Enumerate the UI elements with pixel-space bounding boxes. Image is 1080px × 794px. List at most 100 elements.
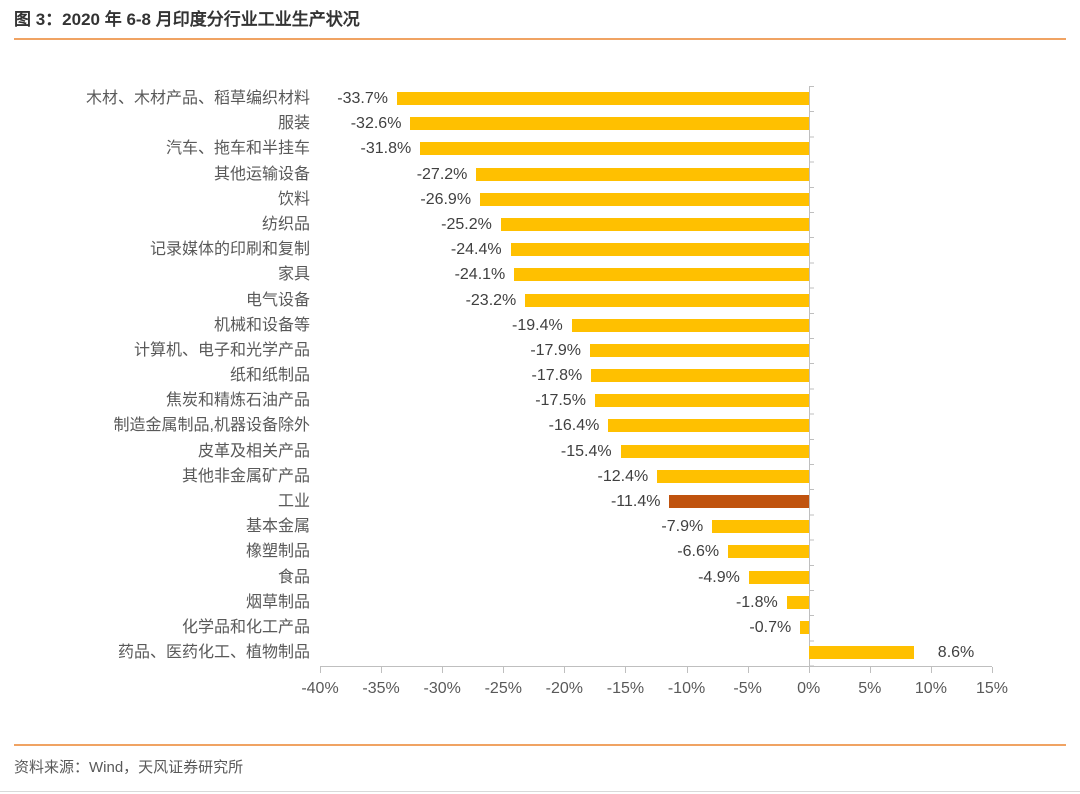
x-axis-tick-label: -20%	[545, 679, 584, 697]
value-label: -1.8%	[735, 593, 778, 611]
x-axis-tick-label: 0%	[797, 679, 821, 697]
figure-title: 图 3：2020 年 6-8 月印度分行业工业生产状况	[14, 10, 360, 29]
value-label: -16.4%	[548, 417, 600, 435]
category-label: 药品、医药化工、植物制品	[117, 644, 310, 662]
bar	[571, 318, 809, 332]
x-axis-tick-label: -40%	[301, 679, 339, 697]
x-axis-tick	[930, 666, 932, 673]
value-label: -27.2%	[416, 165, 468, 183]
category-label: 工业	[277, 493, 310, 510]
chart-row: -23.2%	[320, 288, 992, 313]
bar	[808, 646, 914, 660]
bar	[396, 92, 809, 105]
category-label: 木材、木材产品、稻草编织材料	[85, 90, 310, 107]
bottom-border	[0, 791, 1080, 792]
labels-column: 木材、木材产品、稻草编织材料 服装 汽车、拖车和半挂车 其他运输设备 饮料 纺织品 记录媒体…	[14, 86, 320, 702]
category-label: 机械和设备等	[213, 316, 310, 334]
category-label: 计算机、电子和光学产品	[133, 341, 310, 359]
plot-area: -33.7% -32.6% -31.8% -27.2% -26.9% -25.2% -24.…	[320, 86, 992, 666]
source-text: 资料来源：Wind，天风证券研究所	[14, 758, 244, 776]
chart-row: -7.9%	[320, 514, 992, 539]
chart-row: -6.6%	[320, 539, 992, 564]
category-label: 烟草制品	[245, 593, 310, 611]
category-label: 食品	[277, 568, 310, 586]
value-label: -7.9%	[661, 518, 704, 536]
value-label: -11.4%	[610, 493, 661, 510]
category-label: 橡塑制品	[245, 543, 310, 561]
bar	[510, 243, 809, 257]
zero-axis-line	[808, 86, 810, 666]
value-label: -33.7%	[337, 90, 388, 107]
category-label: 纺织品	[261, 215, 310, 233]
plot-column: -33.7% -32.6% -31.8% -27.2% -26.9% -25.2% -24.…	[301, 86, 1008, 702]
chart-row: -32.6%	[320, 111, 992, 136]
bar	[500, 217, 809, 231]
chart-row: -24.4%	[320, 237, 992, 262]
chart-row: -26.9%	[320, 187, 992, 212]
category-label: 焦炭和精炼石油产品	[165, 392, 310, 410]
x-axis-tick	[808, 666, 810, 673]
value-label: -17.5%	[535, 392, 586, 410]
bar	[620, 444, 809, 458]
chart-row: -24.1%	[320, 262, 992, 287]
bar	[480, 192, 809, 206]
category-label: 记录媒体的印刷和复制	[149, 241, 310, 259]
bar	[476, 167, 809, 181]
category-label: 基本金属	[245, 518, 310, 536]
value-label: -17.9%	[530, 341, 582, 359]
x-axis-tick-label: 15%	[975, 679, 1009, 697]
value-label: -25.2%	[441, 215, 492, 233]
x-axis-tick	[564, 666, 566, 673]
bar	[410, 117, 809, 131]
x-axis-tick	[320, 666, 321, 673]
bar	[728, 545, 809, 559]
value-label: -32.6%	[350, 115, 402, 133]
bar	[800, 620, 809, 634]
x-axis-tick	[625, 666, 627, 673]
chart-row: -0.7%	[320, 615, 992, 640]
value-label: -19.4%	[512, 316, 563, 334]
chart-row: -25.2%	[320, 212, 992, 237]
footer-divider	[14, 743, 1066, 746]
category-label: 家具	[277, 266, 310, 284]
value-label: 8.6%	[937, 644, 975, 662]
value-label: -12.4%	[597, 467, 649, 485]
footer: 资料来源：Wind，天风证券研究所	[0, 743, 1080, 777]
category-label: 汽车、拖车和半挂车	[165, 140, 310, 158]
bar	[786, 595, 809, 609]
x-axis-tick	[686, 666, 688, 673]
bar	[525, 293, 809, 307]
category-axis-ticks	[808, 86, 814, 666]
x-axis-line	[320, 665, 993, 674]
x-axis-tick	[747, 666, 749, 673]
chart-row: -15.4%	[320, 439, 992, 464]
value-label: -31.8%	[360, 140, 412, 158]
chart-row: -12.4%	[320, 464, 992, 489]
x-axis-tick-label: -35%	[362, 679, 400, 697]
category-label: 制造金属制品,机器设备除外	[113, 417, 310, 435]
x-axis-tick	[869, 666, 871, 673]
bar	[657, 469, 809, 483]
bar	[712, 520, 809, 534]
bar	[420, 142, 809, 156]
bar	[590, 343, 809, 357]
x-axis-labels: -40% -35% -30% -25% -20% -15% -10% -5% 0% 5% 10% 15…	[301, 674, 1008, 702]
x-axis-tick	[381, 666, 383, 673]
chart-row: -16.4%	[320, 413, 992, 438]
value-label: -4.9%	[698, 568, 740, 586]
value-label: -17.8%	[531, 367, 583, 385]
value-label: -0.7%	[749, 618, 792, 636]
x-axis-tick-label: -5%	[733, 679, 762, 697]
bar	[748, 570, 809, 584]
bar	[608, 419, 809, 433]
chart-row: -17.8%	[320, 363, 992, 388]
category-label: 纸和纸制品	[229, 367, 310, 385]
chart-row: -31.8%	[320, 136, 992, 161]
category-label: 其他运输设备	[213, 165, 310, 183]
bar-chart: 木材、木材产品、稻草编织材料 服装 汽车、拖车和半挂车 其他运输设备 饮料 纺织品 记录媒体…	[14, 86, 1080, 702]
x-axis-tick-label: 10%	[914, 679, 947, 697]
category-label: 其他非金属矿产品	[181, 467, 310, 485]
chart-row: -1.8%	[320, 590, 992, 615]
category-label: 皮革及相关产品	[197, 442, 310, 460]
